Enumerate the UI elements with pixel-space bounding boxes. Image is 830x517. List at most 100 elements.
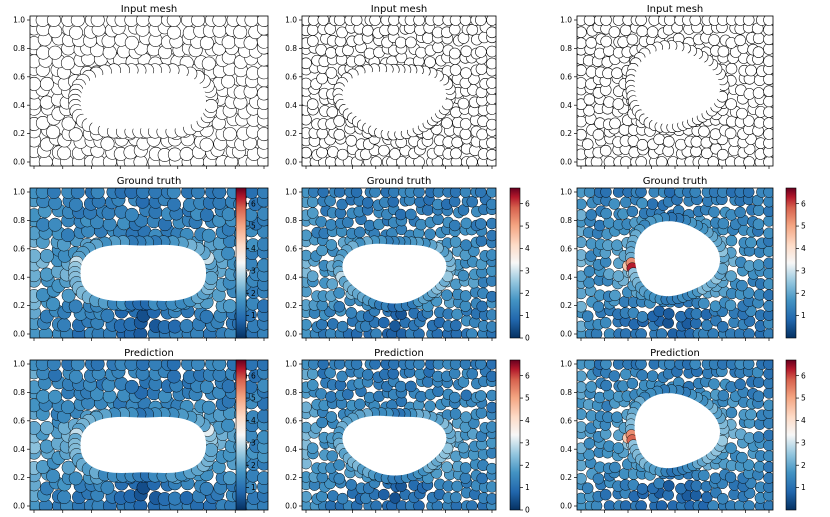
y-tick-label: 0.8 [13,388,25,397]
mesh-node [48,217,63,232]
mesh-node [635,188,647,198]
mesh-node [336,492,349,505]
mesh-node [725,234,738,247]
mesh-node [350,16,363,26]
mesh-node [199,481,214,496]
mesh-node [199,380,214,395]
mesh-node [460,45,473,58]
mesh-node [663,135,675,148]
mesh-node [457,97,470,110]
mesh-node [30,76,41,91]
mesh-node [449,236,462,248]
mesh-node [734,378,746,391]
mesh-node [581,310,594,322]
mesh-node [316,318,328,331]
mesh-node [636,311,649,323]
mesh-node [608,370,621,382]
mesh-node [742,360,755,370]
colorbar [235,359,247,511]
panel-r0-c0: Input mesh 0.0 0.2 0.4 0.6 0.8 1.0 [13,4,269,169]
mesh-node [459,472,472,484]
mesh-node [179,147,194,161]
hole-region [342,71,447,132]
mesh-node [725,62,738,75]
mesh-node [689,16,702,26]
mesh-node [370,500,382,510]
mesh-node [405,208,417,221]
mesh-node [201,400,216,415]
colorbar-tick-label: 6 [525,199,530,208]
mesh-node [486,421,496,433]
mesh-node [486,360,496,370]
mesh-node [486,229,496,242]
colorbar-tick-label: 3 [801,438,806,447]
y-tick-label: 1.0 [560,188,572,197]
colorbar-tick-label: 6 [525,371,530,380]
mesh-node [763,16,773,26]
mesh-node [486,77,496,89]
mesh-node [708,206,720,218]
mesh-node [743,500,755,510]
mesh-node [166,360,181,371]
mesh-node [317,188,330,198]
panel-r0-c1: Input mesh 0.0 0.2 0.4 0.6 0.8 1.0 [285,4,497,169]
mesh-node [486,198,496,211]
mesh-node [752,390,765,402]
mesh-node [486,290,496,303]
mesh-node [378,316,390,329]
mesh-node [387,23,400,36]
y-tick-label: 0.4 [285,445,297,454]
mesh-node [362,24,374,37]
mesh-node [581,482,594,494]
y-tick-label: 0.8 [13,44,25,53]
mesh-node [636,25,648,37]
y-tick-label: 0.4 [13,273,25,282]
y-tick-label: 0.2 [13,129,25,138]
y-tick-label: 0.2 [560,473,572,482]
mesh-node [486,149,496,161]
mesh-node [415,218,427,231]
mesh-node [743,328,755,338]
mesh-node [46,360,61,371]
mesh-node [763,360,773,370]
y-tick-label: 0.0 [560,330,572,339]
mesh-node [612,270,625,282]
mesh-node [653,305,665,318]
colorbar-tick-label: 3 [251,266,256,275]
y-tick-label: 0.0 [560,158,572,167]
colorbar-tick-label: 6 [251,371,256,380]
mesh-node [39,248,54,263]
y-tick-label: 0.8 [285,44,297,53]
colorbar [785,187,797,339]
mesh-node [449,64,462,76]
mesh-node [244,188,259,199]
mesh-node [325,47,337,59]
panel-r0-c2: Input mesh 0.0 0.2 0.4 0.6 0.8 1.0 [560,4,774,169]
y-tick-label: 0.8 [560,44,572,53]
mesh-node [306,98,319,110]
mesh-node [585,209,598,221]
mesh-node [167,25,181,40]
mesh-node [725,270,737,282]
hole-region [634,221,720,297]
mesh-node [191,360,206,371]
mesh-node [389,320,401,332]
mesh-node [90,360,105,371]
mesh-node [413,188,425,198]
mesh-node [466,24,479,36]
panel-title: Input mesh [647,4,704,15]
mesh-node [583,265,596,278]
mesh-node [378,144,390,157]
mesh-node [302,318,312,331]
mesh-node [763,257,773,269]
mesh-node [717,320,729,333]
mesh-node [457,441,470,454]
colorbar-tick-label: 2 [801,289,806,298]
mesh-node [581,138,594,150]
mesh-node [204,99,219,113]
mesh-node [486,217,496,230]
mesh-node [30,420,41,435]
mesh-node [724,127,737,140]
y-tick-label: 0.2 [13,473,25,482]
mesh-node [725,406,738,419]
